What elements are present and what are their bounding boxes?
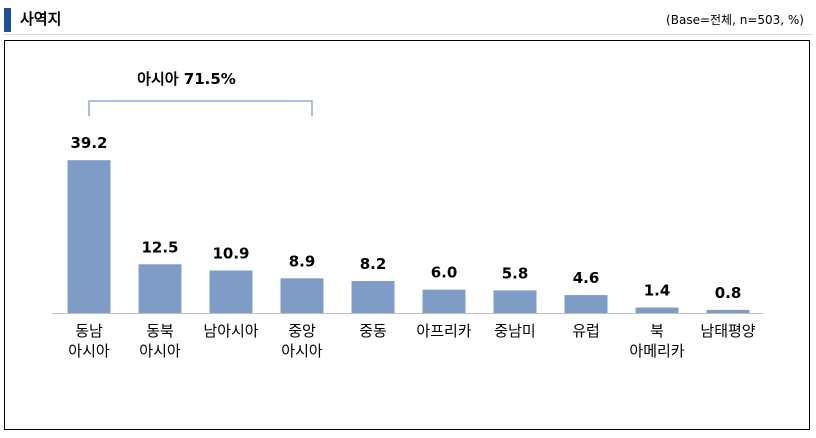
bar <box>67 160 111 313</box>
bar <box>209 270 253 313</box>
data-label: 8.9 <box>289 252 316 270</box>
base-note: (Base=전체, n=503, %) <box>666 13 804 27</box>
bar <box>280 278 324 313</box>
data-label: 5.8 <box>502 264 529 282</box>
category-label: 북 아메리카 <box>629 322 684 360</box>
category-label: 중동 <box>359 322 387 340</box>
bar <box>564 295 608 313</box>
annotation-bracket <box>88 100 313 116</box>
bar <box>422 289 466 313</box>
bar <box>493 290 537 313</box>
bar <box>706 309 750 313</box>
category-label: 중앙 아시아 <box>281 322 323 360</box>
category-label: 동북 아시아 <box>139 322 181 360</box>
chart-title: 사역지 <box>20 10 62 28</box>
data-label: 8.2 <box>360 255 387 273</box>
category-label: 아프리카 <box>416 322 471 340</box>
category-label: 남아시아 <box>203 322 258 340</box>
annotation-label: 아시아 71.5% <box>137 70 236 88</box>
data-label: 0.8 <box>715 284 742 302</box>
annotation-group: 아시아 71.5% <box>88 70 313 116</box>
header-accent-bar <box>4 8 11 32</box>
data-label: 4.6 <box>573 269 600 287</box>
bar <box>635 307 679 313</box>
bar <box>351 281 395 313</box>
data-label: 12.5 <box>141 238 178 256</box>
data-label: 1.4 <box>644 282 671 300</box>
data-label: 6.0 <box>431 264 458 282</box>
category-label: 중남미 <box>494 322 535 340</box>
bar <box>138 264 182 313</box>
data-label: 10.9 <box>212 245 249 263</box>
category-label: 남태평양 <box>700 322 755 340</box>
category-labels-group: 동남 아시아 동북 아시아 남아시아 중앙 아시아 중동 아프리카 중남미 유럽 북 아메리카 남태평양 <box>68 322 756 360</box>
bars-group <box>67 160 750 313</box>
data-label: 39.2 <box>70 134 107 152</box>
category-label: 동남 아시아 <box>68 322 110 360</box>
chart-frame <box>4 40 810 430</box>
category-label: 유럽 <box>572 322 600 340</box>
value-labels-group: 39.2 12.5 10.9 8.9 8.2 6.0 5.8 4.6 1.4 0.8 <box>70 134 741 302</box>
header-divider <box>4 34 812 35</box>
